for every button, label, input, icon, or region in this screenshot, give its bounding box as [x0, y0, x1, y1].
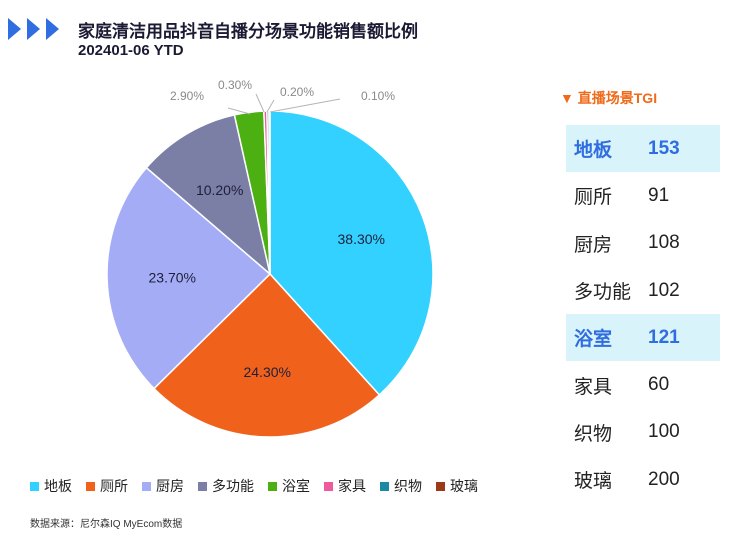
tgi-category: 织物: [574, 423, 613, 445]
tgi-value: 91: [648, 184, 670, 206]
tgi-row: 玻璃 200: [566, 456, 720, 503]
chart-legend: 地板 厕所 厨房 多功能 浴室 家具 织物 玻璃: [30, 476, 478, 496]
legend-label: 厕所: [100, 478, 128, 494]
legend-item: 厨房: [142, 476, 184, 496]
tgi-value: 121: [648, 326, 680, 348]
pie-leader-line: [269, 98, 341, 113]
pie-data-label: 0.10%: [361, 89, 395, 103]
pie-leader-line: [227, 107, 251, 115]
tgi-category: 厕所: [574, 187, 613, 209]
pie-slice-2: [106, 166, 272, 390]
tgi-category: 家具: [574, 376, 613, 398]
pie-data-label: 24.30%: [243, 364, 290, 380]
legend-swatch: [142, 481, 151, 491]
tgi-row: 地板 153: [566, 125, 720, 173]
pie-slice-7: [268, 110, 271, 275]
tgi-value: 100: [648, 421, 680, 443]
tgi-value: 60: [648, 374, 670, 396]
legend-swatch: [380, 481, 389, 491]
tgi-title: 直播场景TGI: [577, 90, 658, 106]
tgi-row: 家具 60: [566, 361, 720, 408]
legend-swatch: [30, 481, 39, 491]
legend-label: 家具: [338, 478, 366, 494]
legend-label: 玻璃: [450, 478, 478, 494]
legend-item: 多功能: [198, 476, 254, 496]
triangle-down-icon: ▼: [560, 90, 574, 106]
legend-item: 地板: [30, 476, 72, 496]
tgi-category: 玻璃: [574, 471, 613, 493]
legend-label: 厨房: [156, 478, 184, 494]
tgi-value: 200: [648, 468, 680, 490]
pie-data-label: 23.70%: [149, 269, 196, 285]
tgi-value: 102: [648, 279, 680, 301]
tgi-category: 浴室: [574, 329, 613, 351]
tgi-row: 浴室 121: [566, 314, 720, 362]
chevron-right-icon: [8, 18, 59, 40]
data-source: 数据来源：尼尔森IQ MyEcom数据: [30, 519, 183, 530]
tgi-category: 多功能: [574, 282, 632, 304]
tgi-category: 厨房: [574, 234, 613, 256]
pie-leader-line: [266, 99, 275, 113]
pie-chart: 38.30% 24.30% 23.70% 10.20% 2.90% 0.30% 0.20% 0…: [106, 78, 434, 438]
pie-data-label: 0.20%: [280, 85, 314, 99]
tgi-row: 厕所 91: [566, 172, 720, 219]
legend-label: 织物: [394, 478, 422, 494]
pie-slice-1: [152, 272, 381, 438]
legend-label: 多功能: [212, 478, 254, 494]
pie-leader-line: [255, 93, 265, 113]
legend-item: 家具: [324, 476, 366, 496]
chart-title: 家庭清洁用品抖音自播分场景功能销售额比例: [78, 22, 418, 41]
pie-data-label: 10.20%: [196, 182, 243, 198]
tgi-header: ▼ 直播场景TGI: [560, 88, 657, 108]
tgi-row: 织物 100: [566, 409, 720, 456]
legend-label: 浴室: [282, 478, 310, 494]
legend-swatch: [268, 481, 277, 491]
pie-data-label: 38.30%: [338, 231, 385, 247]
legend-swatch: [86, 481, 95, 491]
legend-item: 厕所: [86, 476, 128, 496]
tgi-value: 153: [648, 137, 680, 159]
tgi-category: 地板: [574, 140, 613, 162]
legend-item: 玻璃: [436, 476, 478, 496]
pie-slice-0: [269, 110, 434, 396]
pie-slice-3: [145, 114, 272, 277]
tgi-table: 地板 153 厕所 91 厨房 108 多功能 102 浴室 121 家具 60 织物 100 玻璃 200: [566, 125, 720, 503]
legend-swatch: [324, 481, 333, 491]
legend-label: 地板: [44, 478, 72, 494]
pie-data-label: 2.90%: [170, 89, 204, 103]
legend-item: 浴室: [268, 476, 310, 496]
pie-data-label: 0.30%: [218, 78, 252, 92]
chart-subtitle: 202401-06 YTD: [78, 42, 184, 59]
legend-swatch: [198, 481, 207, 491]
tgi-value: 108: [648, 232, 680, 254]
legend-item: 织物: [380, 476, 422, 496]
tgi-row: 多功能 102: [566, 267, 720, 314]
tgi-row: 厨房 108: [566, 220, 720, 267]
legend-swatch: [436, 481, 445, 491]
